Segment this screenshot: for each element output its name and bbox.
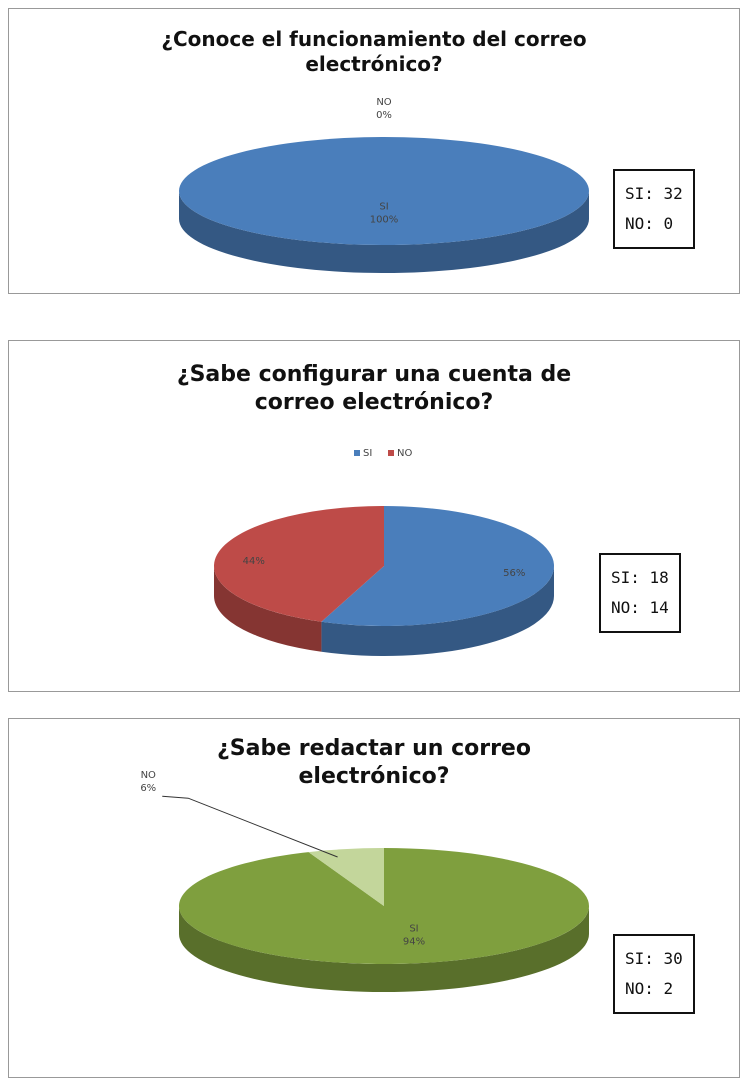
pie-slice-side xyxy=(179,191,589,273)
annotation: NO: 14 xyxy=(611,598,669,617)
data-label: 56% xyxy=(503,568,525,579)
annotation: SI: 30 xyxy=(625,949,683,968)
chart-title: ¿Sabe redactar un correo electrónico? xyxy=(217,736,531,789)
pie-slice-side xyxy=(179,906,589,992)
annotation: SI: 32 xyxy=(625,184,683,203)
legend-label: NO xyxy=(397,448,412,459)
pie-slice xyxy=(179,137,589,245)
pie-slice xyxy=(308,848,384,906)
annotation-box: SI: 32 NO: 0 xyxy=(613,169,695,249)
annotation: NO: 2 xyxy=(625,979,674,998)
annotation-box: SI: 18 NO: 14 xyxy=(599,553,681,633)
chart-panel: SI 100% NO 0% ¿Conoce el funcionamiento del … xyxy=(8,8,740,294)
data-label: 94% xyxy=(403,936,425,947)
data-label-category: SI xyxy=(409,923,418,934)
chart-title: ¿Sabe configurar una cuenta de correo el… xyxy=(176,362,572,415)
chart-title: ¿Conoce el funcionamiento del correo ele… xyxy=(161,27,587,76)
data-label-category: NO xyxy=(376,97,391,108)
data-label-category: NO xyxy=(141,770,156,781)
data-label-category: SI xyxy=(379,201,388,212)
pie-slice-side xyxy=(321,566,554,656)
data-label: 6% xyxy=(140,783,156,794)
chart-panel: 56% 44% SI NO ¿Sabe configurar una cuenta de… xyxy=(8,340,740,692)
pie-slice xyxy=(213,506,384,622)
annotation: NO: 0 xyxy=(625,214,674,233)
pie-slice-side xyxy=(214,566,322,652)
chart: SI 100% NO 0% xyxy=(179,97,589,273)
leader-line xyxy=(162,795,338,858)
data-label: 100% xyxy=(370,214,399,225)
chart: SI 94% NO 6% xyxy=(140,770,590,992)
legend-label: SI xyxy=(363,448,372,459)
data-label: 0% xyxy=(376,110,392,121)
annotation: SI: 18 xyxy=(611,568,669,587)
chart: 56% 44% SI NO xyxy=(213,448,554,656)
chart-panel: SI 94% NO 6% ¿Sabe redactar un correo electr… xyxy=(8,718,740,1078)
annotation-box: SI: 30 NO: 2 xyxy=(613,934,695,1014)
data-label: 44% xyxy=(243,556,265,567)
legend-swatch xyxy=(354,450,360,456)
legend-swatch xyxy=(388,450,394,456)
pie-slice xyxy=(321,506,554,626)
